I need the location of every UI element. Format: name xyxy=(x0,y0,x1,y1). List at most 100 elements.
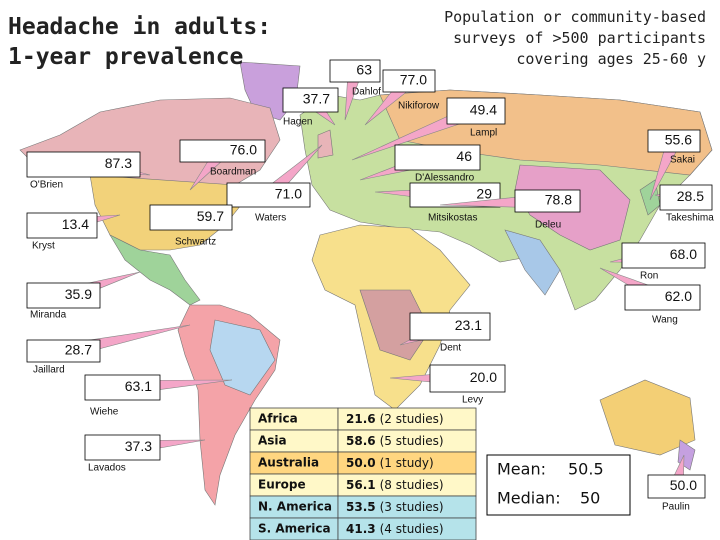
callout-author: Paulin xyxy=(662,502,690,513)
region-value: 53.5 (3 studies) xyxy=(346,500,444,514)
callout-box xyxy=(514,189,581,213)
region-value: 41.3 (4 studies) xyxy=(346,522,444,536)
callout-box xyxy=(179,139,266,163)
callout-value: 63.1 xyxy=(125,378,152,394)
callout-author: Kryst xyxy=(32,241,55,252)
callout-author: Dahlof xyxy=(352,87,381,98)
callout-value: 59.7 xyxy=(197,208,224,224)
region-value: 58.6 (5 studies) xyxy=(346,434,444,448)
subtitle-line: covering ages 25-60 y xyxy=(516,50,706,68)
region-name: Europe xyxy=(258,478,306,492)
callout-author: Hagen xyxy=(283,117,312,128)
table-cell xyxy=(337,517,477,540)
subtitle-line: surveys of >500 participants xyxy=(453,29,706,47)
callout-box xyxy=(226,182,311,208)
callout-box xyxy=(446,97,506,125)
callout-value: 13.4 xyxy=(62,216,89,232)
region-mean: 50.0 xyxy=(346,456,376,470)
callout-box xyxy=(647,129,701,153)
region-name: S. America xyxy=(258,522,331,536)
callout-box xyxy=(659,184,713,211)
region-name: Africa xyxy=(258,412,298,426)
mean-label: Mean: xyxy=(497,460,546,479)
callout-value: 76.0 xyxy=(230,142,257,158)
region-name: Australia xyxy=(258,456,319,470)
callout-box xyxy=(26,339,101,363)
callout-author: Boardman xyxy=(210,167,256,178)
callout-box xyxy=(26,151,141,178)
callout-box xyxy=(624,284,701,311)
callout-author: Nikiforow xyxy=(398,101,440,112)
callout-author: Waters xyxy=(255,213,286,224)
region-studies: (2 studies) xyxy=(380,412,444,426)
callout-value: 20.0 xyxy=(470,369,497,385)
callout-box xyxy=(429,364,506,393)
callout-value: 37.3 xyxy=(125,438,152,454)
stats-box xyxy=(486,454,631,516)
callout-author: Lampl xyxy=(470,128,497,139)
callout-author: O'Brien xyxy=(30,180,63,191)
callout-value: 63 xyxy=(356,62,372,78)
callout-author: Mitsikostas xyxy=(428,213,477,224)
title-line: 1-year prevalence xyxy=(8,44,243,70)
callout-author: Schwartz xyxy=(175,237,216,248)
callout-box xyxy=(282,87,339,113)
central-africa xyxy=(359,289,431,361)
callout-box xyxy=(329,59,381,83)
region-mean: 58.6 xyxy=(346,434,376,448)
region-value: 21.6 (2 studies) xyxy=(346,412,444,426)
callout-author: Deleu xyxy=(535,220,561,231)
callout-value: 50.0 xyxy=(670,477,697,493)
callout-value: 28.5 xyxy=(677,188,704,204)
callout-value: 23.1 xyxy=(455,317,482,333)
mexico xyxy=(109,234,201,306)
callout-value: 71.0 xyxy=(275,186,302,202)
callout-author: Miranda xyxy=(30,310,67,321)
region-studies: (5 studies) xyxy=(380,434,444,448)
region-name: Asia xyxy=(258,434,287,448)
callout-value: 68.0 xyxy=(670,246,697,262)
title-line: Headache in adults: xyxy=(8,14,271,40)
callout-author: Takeshima xyxy=(666,213,714,224)
mean-value: 50.5 xyxy=(568,460,604,479)
callout-value: 28.7 xyxy=(65,342,92,358)
callout-author: Lavados xyxy=(88,463,126,474)
callout-value: 62.0 xyxy=(665,288,692,304)
india xyxy=(504,229,561,296)
callout-value: 87.3 xyxy=(105,155,132,171)
callout-box xyxy=(382,69,436,93)
callout-value: 78.8 xyxy=(545,192,572,208)
region-value: 56.1 (8 studies) xyxy=(346,478,444,492)
callouts: 63 Dahlof 77.0 Nikiforow 37.7 Hagen 49.4 Lampl 5… xyxy=(26,59,714,513)
callout-box xyxy=(84,374,161,401)
australia xyxy=(599,379,696,456)
callout-value: 37.7 xyxy=(303,91,330,107)
region-mean: 41.3 xyxy=(346,522,376,536)
region-mean: 53.5 xyxy=(346,500,376,514)
callout-author: Sakai xyxy=(670,155,695,166)
callout-author: Dent xyxy=(440,343,461,354)
uk xyxy=(317,129,334,159)
callout-author: Wang xyxy=(652,315,678,326)
callout-author: Jaillard xyxy=(33,365,65,376)
callout-box xyxy=(26,212,98,239)
callout-author: Ron xyxy=(640,271,658,282)
region-value: 50.0 (1 study) xyxy=(346,456,434,470)
region-studies: (8 studies) xyxy=(380,478,444,492)
callout-box xyxy=(149,204,233,231)
callout-author: D'Alessandro xyxy=(415,173,475,184)
callout-author: Wiehe xyxy=(90,407,119,418)
brazil xyxy=(209,319,276,396)
region-table: Africa 21.6 (2 studies) Asia 58.6 (5 studies)… xyxy=(249,407,477,540)
callout-value: 35.9 xyxy=(65,286,92,302)
callout-box xyxy=(84,434,161,461)
callout-value: 49.4 xyxy=(470,102,497,118)
callout-box xyxy=(394,144,481,171)
callout-value: 29 xyxy=(476,186,492,202)
callout-box xyxy=(647,474,706,499)
callout-box xyxy=(621,242,706,269)
region-studies: (3 studies) xyxy=(380,500,444,514)
region-studies: (4 studies) xyxy=(380,522,444,536)
callout-value: 55.6 xyxy=(665,132,692,148)
